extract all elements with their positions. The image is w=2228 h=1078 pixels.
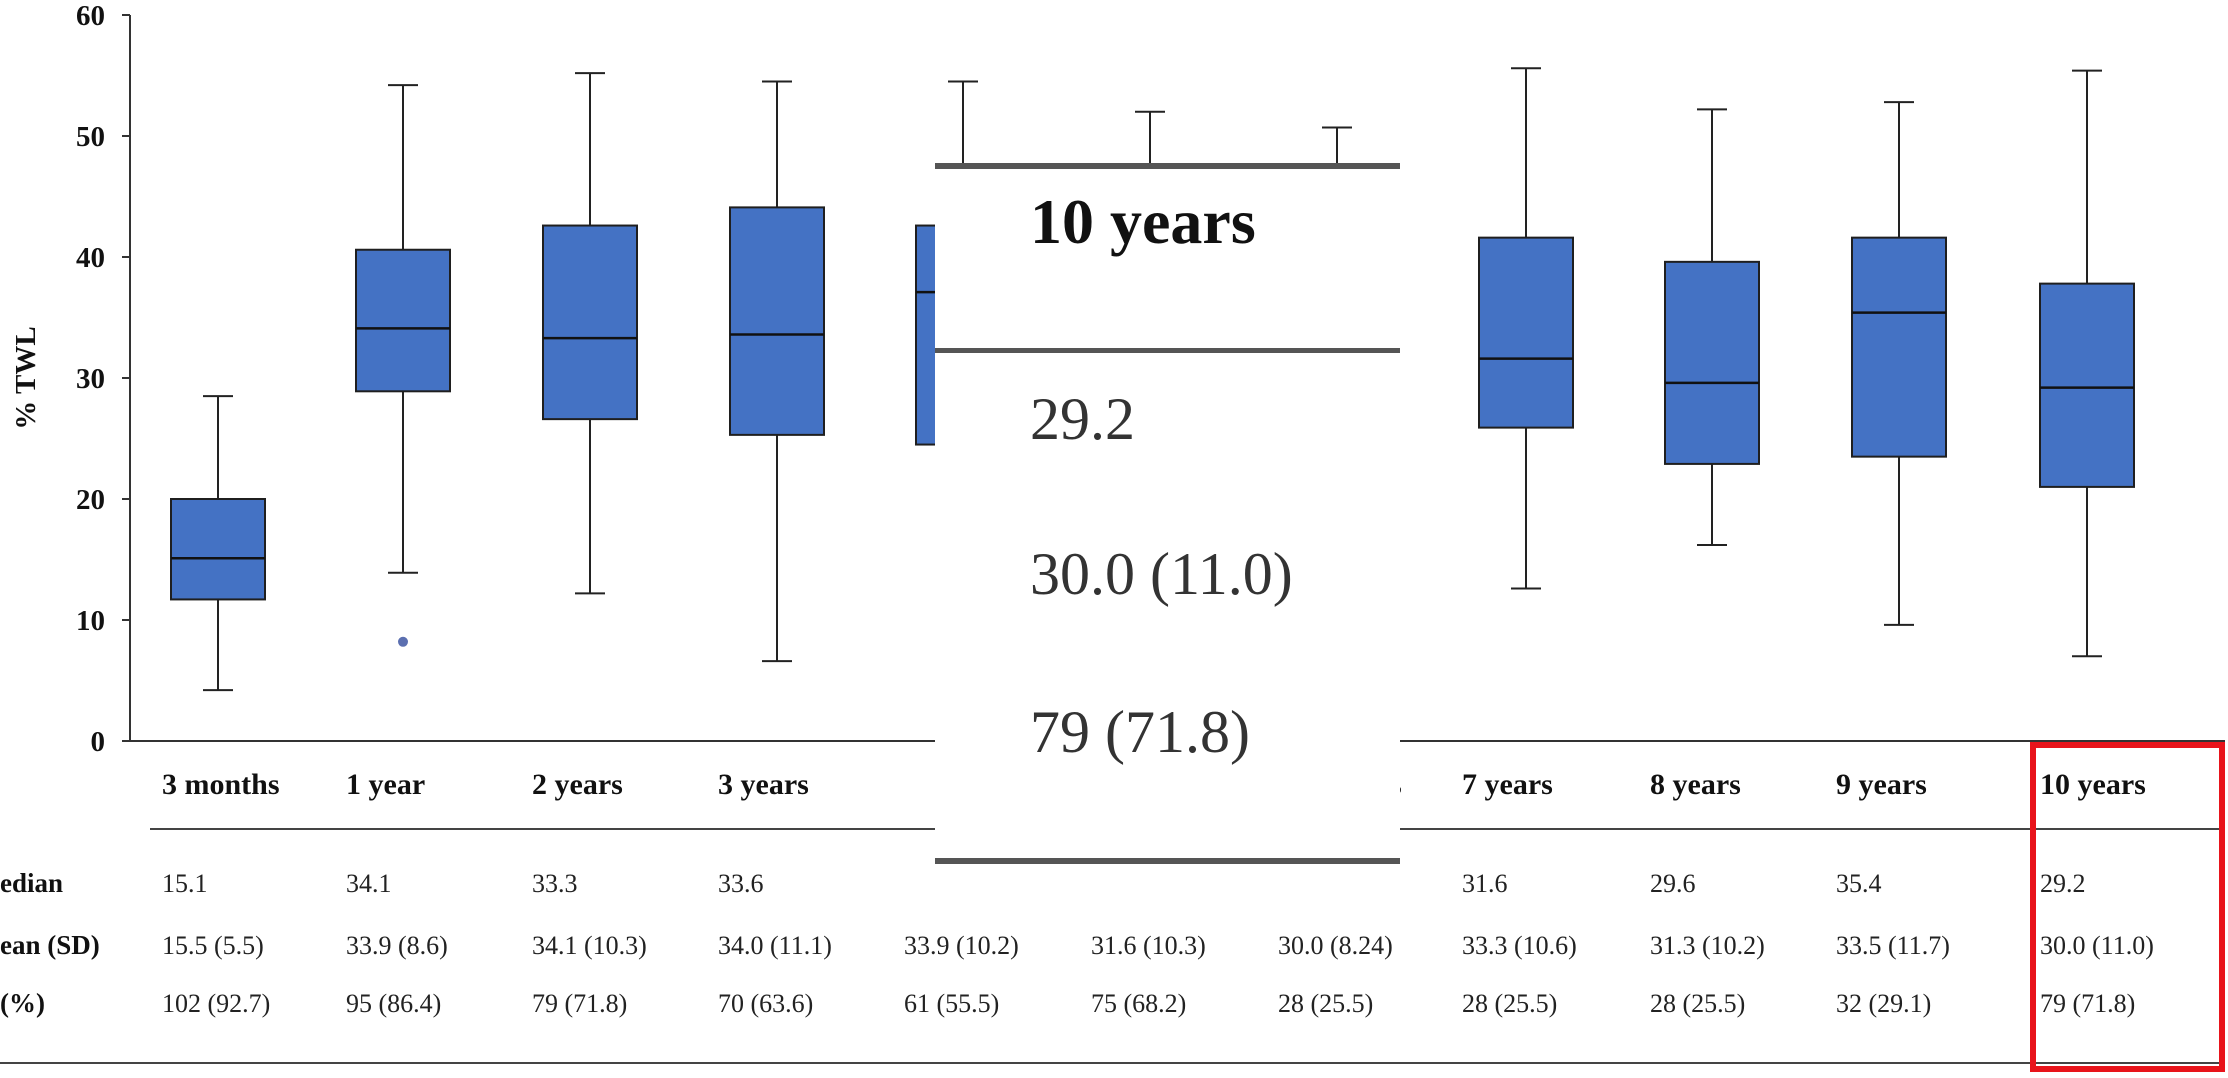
inset-header: 10 years bbox=[1030, 186, 1256, 257]
table-cell: 34.1 bbox=[346, 869, 392, 898]
iqr-box bbox=[170, 498, 266, 601]
y-tick-label: 60 bbox=[76, 0, 105, 32]
table-cell: 34.1 (10.3) bbox=[532, 931, 647, 960]
column-header: 7 years bbox=[1462, 768, 1553, 801]
table-cell: 31.6 (10.3) bbox=[1091, 931, 1206, 960]
y-tick-label: 20 bbox=[76, 484, 105, 516]
y-tick-label: 30 bbox=[76, 363, 105, 395]
column-header: 9 years bbox=[1836, 768, 1927, 801]
axes: 0 10 20 30 40 50 60 % TWL bbox=[10, 0, 2225, 758]
column-header: 3 months bbox=[162, 768, 280, 801]
table-cell: 28 (25.5) bbox=[1462, 989, 1557, 1018]
iqr-box bbox=[1851, 236, 1947, 458]
table-cell: 33.5 (11.7) bbox=[1836, 931, 1950, 960]
table-cell: 33.9 (10.2) bbox=[904, 931, 1019, 960]
box-10 bbox=[1851, 101, 1947, 626]
table-cell: 30.0 (8.24) bbox=[1278, 931, 1393, 960]
table-cell: 33.9 (8.6) bbox=[346, 931, 448, 960]
table-cell: 15.1 bbox=[162, 869, 208, 898]
column-header: 3 years bbox=[718, 768, 809, 801]
iqr-box bbox=[1478, 236, 1574, 429]
inset-count-value: 79 (71.8) bbox=[1030, 699, 1250, 765]
inset-rule-bottom bbox=[935, 858, 1400, 864]
table-cell: 28 (25.5) bbox=[1650, 989, 1745, 1018]
zoom-inset: 10 years 29.2 30.0 (11.0) 79 (71.8) bbox=[935, 163, 1400, 868]
table-cell: 29.2 bbox=[2040, 869, 2086, 898]
table-cell: 34.0 (11.1) bbox=[718, 931, 832, 960]
highlight-box bbox=[2030, 742, 2225, 1072]
table-cell: 33.6 bbox=[718, 869, 764, 898]
table-cell: 15.5 (5.5) bbox=[162, 931, 264, 960]
y-tick-label: 40 bbox=[76, 242, 105, 274]
column-header: 10 years bbox=[2040, 768, 2146, 801]
y-axis-title: % TWL bbox=[10, 326, 42, 429]
inset-median-value: 29.2 bbox=[1030, 386, 1135, 452]
table-cell: 33.3 bbox=[532, 869, 578, 898]
table-cell: 31.6 bbox=[1462, 869, 1508, 898]
iqr-box bbox=[729, 206, 825, 436]
y-tick-label: 50 bbox=[76, 121, 105, 153]
row-label: edian bbox=[0, 868, 63, 898]
box-9 bbox=[1664, 108, 1760, 546]
outlier-point bbox=[398, 636, 408, 647]
iqr-box bbox=[2039, 282, 2135, 488]
iqr-box bbox=[1664, 260, 1760, 465]
box-4 bbox=[729, 80, 825, 663]
table-cell: 79 (71.8) bbox=[2040, 989, 2135, 1018]
y-tick-label: 10 bbox=[76, 605, 105, 637]
table-cell: 29.6 bbox=[1650, 869, 1696, 898]
table-cell: 70 (63.6) bbox=[718, 989, 813, 1018]
table-cell: 31.3 (10.2) bbox=[1650, 931, 1765, 960]
box-3 bbox=[542, 72, 638, 595]
table-cell: 28 (25.5) bbox=[1278, 989, 1373, 1018]
table-cell: 79 (71.8) bbox=[532, 989, 627, 1018]
table-cell: 61 (55.5) bbox=[904, 989, 999, 1018]
table-cell: 32 (29.1) bbox=[1836, 989, 1931, 1018]
table-cell: 35.4 bbox=[1836, 869, 1882, 898]
box-8 bbox=[1478, 67, 1574, 590]
table-cell: 33.3 (10.6) bbox=[1462, 931, 1577, 960]
column-header: 8 years bbox=[1650, 768, 1741, 801]
inset-rule-mid bbox=[935, 348, 1400, 353]
table-cell: 75 (68.2) bbox=[1091, 989, 1186, 1018]
table-cell: 102 (92.7) bbox=[162, 989, 270, 1018]
column-header: 2 years bbox=[532, 768, 623, 801]
iqr-box bbox=[542, 224, 638, 421]
row-label: ean (SD) bbox=[0, 930, 100, 960]
y-tick-label: 0 bbox=[91, 726, 106, 758]
box-2 bbox=[355, 84, 451, 647]
box-1 bbox=[170, 395, 266, 692]
table-cell: 30.0 (11.0) bbox=[2040, 931, 2154, 960]
inset-mean-value: 30.0 (11.0) bbox=[1030, 541, 1293, 607]
column-header: 1 year bbox=[346, 768, 425, 801]
table-cell: 95 (86.4) bbox=[346, 989, 441, 1018]
inset-rule-top bbox=[935, 163, 1400, 169]
box-11 bbox=[2039, 69, 2135, 658]
iqr-box bbox=[355, 248, 451, 393]
row-label: (%) bbox=[0, 988, 45, 1018]
